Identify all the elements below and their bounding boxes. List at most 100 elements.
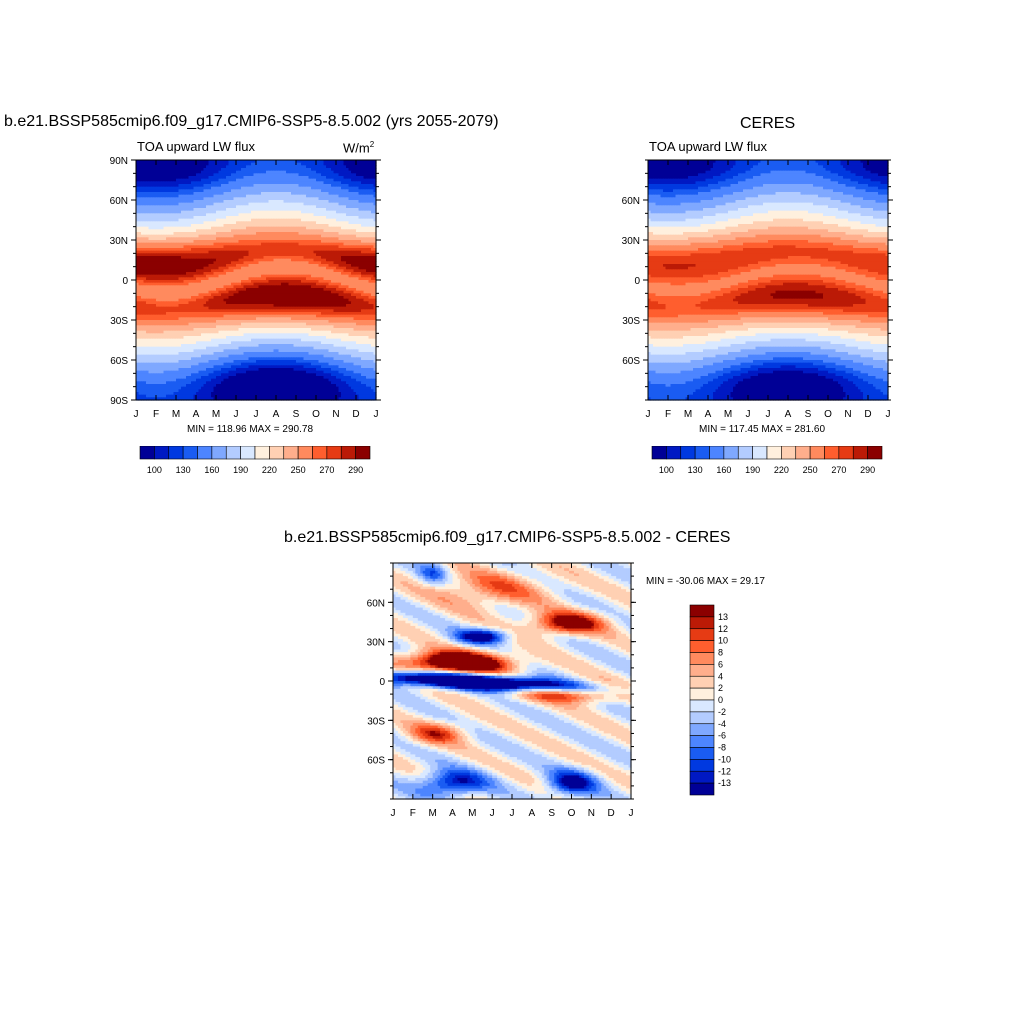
field-cell [276, 248, 280, 252]
field-cell [136, 266, 140, 270]
field-cell [228, 296, 232, 300]
field-cell [366, 253, 370, 257]
field-cell [248, 178, 252, 182]
field-cell [158, 240, 162, 244]
field-cell [253, 176, 257, 180]
field-cell [336, 168, 340, 172]
field-cell [228, 266, 232, 270]
field-cell [298, 226, 302, 230]
field-cell [313, 237, 317, 241]
field-cell [156, 256, 160, 260]
field-cell [241, 162, 245, 166]
field-cell [363, 285, 367, 289]
field-cell [248, 242, 252, 246]
field-cell [271, 253, 275, 257]
field-cell [161, 269, 165, 273]
field-cell [341, 288, 345, 292]
field-cell [243, 261, 247, 265]
field-cell [173, 229, 177, 233]
field-cell [218, 224, 222, 228]
field-cell [286, 194, 290, 198]
field-cell [138, 258, 142, 262]
field-cell [143, 245, 147, 249]
field-cell [153, 226, 157, 230]
field-cell [216, 258, 220, 262]
field-cell [268, 250, 272, 254]
field-cell [161, 290, 165, 294]
field-cell [301, 290, 305, 294]
field-cell [201, 272, 205, 276]
field-cell [333, 208, 337, 212]
field-cell [231, 181, 235, 185]
field-cell [201, 210, 205, 214]
field-cell [193, 290, 197, 294]
field-cell [263, 160, 267, 164]
field-cell [293, 218, 297, 222]
field-cell [206, 269, 210, 273]
field-cell [163, 253, 167, 257]
field-cell [141, 266, 145, 270]
field-cell [198, 250, 202, 254]
field-cell [326, 181, 330, 185]
field-cell [151, 229, 155, 233]
field-cell [221, 240, 225, 244]
field-cell [223, 181, 227, 185]
field-cell [328, 184, 332, 188]
field-cell [338, 189, 342, 193]
field-cell [273, 221, 277, 225]
field-cell [176, 168, 180, 172]
field-cell [358, 242, 362, 246]
field-cell [183, 269, 187, 273]
field-cell [281, 293, 285, 297]
field-cell [338, 218, 342, 222]
field-cell [308, 242, 312, 246]
field-cell [301, 194, 305, 198]
field-cell [241, 184, 245, 188]
field-cell [331, 210, 335, 214]
field-cell [233, 168, 237, 172]
field-cell [336, 186, 340, 190]
field-cell [256, 208, 260, 212]
field-cell [296, 173, 300, 177]
field-cell [263, 173, 267, 177]
field-cell [186, 213, 190, 217]
field-cell [178, 176, 182, 180]
field-cell [326, 197, 330, 201]
field-cell [368, 176, 372, 180]
field-cell [306, 237, 310, 241]
field-cell [148, 240, 152, 244]
field-cell [313, 264, 317, 268]
field-cell [293, 202, 297, 206]
field-cell [203, 242, 207, 246]
field-cell [181, 160, 185, 164]
field-cell [286, 269, 290, 273]
field-cell [171, 192, 175, 196]
field-cell [298, 168, 302, 172]
field-cell [351, 170, 355, 174]
field-cell [143, 205, 147, 209]
field-cell [253, 280, 257, 284]
field-cell [233, 224, 237, 228]
field-cell [138, 200, 142, 204]
field-cell [311, 296, 315, 300]
field-cell [138, 189, 142, 193]
field-cell [353, 178, 357, 182]
field-cell [191, 296, 195, 300]
field-cell [248, 285, 252, 289]
field-cell [373, 266, 377, 270]
field-cell [188, 234, 192, 238]
field-cell [196, 160, 200, 164]
field-cell [176, 280, 180, 284]
field-cell [296, 274, 300, 278]
field-cell [346, 160, 350, 164]
field-cell [348, 237, 352, 241]
field-cell [156, 208, 160, 212]
field-cell [251, 253, 255, 257]
field-cell [328, 208, 332, 212]
field-cell [313, 250, 317, 254]
field-cell [246, 293, 250, 297]
field-cell [136, 264, 140, 268]
field-cell [291, 277, 295, 281]
field-cell [221, 194, 225, 198]
field-cell [251, 160, 255, 164]
